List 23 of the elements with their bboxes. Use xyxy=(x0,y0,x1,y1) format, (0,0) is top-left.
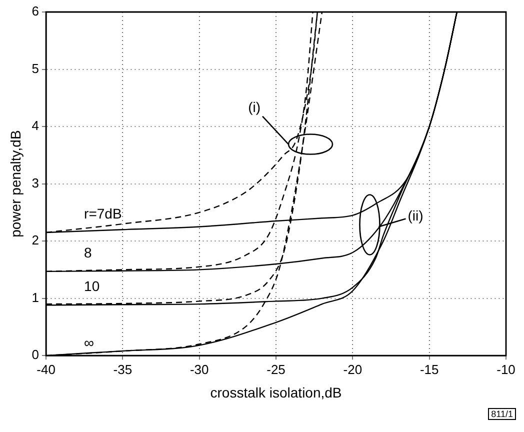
y-tick-label: 1 xyxy=(32,290,40,305)
x-tick-label: -35 xyxy=(113,362,132,377)
x-tick-label: -10 xyxy=(496,362,516,377)
annotation: r=7dB xyxy=(84,205,122,222)
annotation: 10 xyxy=(84,278,100,294)
x-tick-label: -30 xyxy=(190,362,209,377)
annotation: (ii) xyxy=(408,208,424,224)
annotation: ∞ xyxy=(84,334,94,350)
x-tick-label: -40 xyxy=(36,362,56,377)
x-tick-label: -20 xyxy=(343,362,362,377)
x-axis-title: crosstalk isolation,dB xyxy=(210,384,342,400)
y-tick-label: 3 xyxy=(32,175,40,190)
y-tick-label: 0 xyxy=(32,347,40,362)
y-tick-label: 2 xyxy=(32,232,40,248)
y-tick-label: 4 xyxy=(32,118,40,134)
x-tick-label: -15 xyxy=(420,362,439,377)
x-tick-label: -25 xyxy=(266,362,286,377)
annotation: (i) xyxy=(248,99,261,116)
annotation: 8 xyxy=(84,244,92,260)
y-axis-title: power penalty,dB xyxy=(7,130,24,238)
text: 811/1 xyxy=(488,408,516,420)
y-tick-label: 5 xyxy=(32,60,40,76)
y-tick-label: 6 xyxy=(32,4,40,19)
